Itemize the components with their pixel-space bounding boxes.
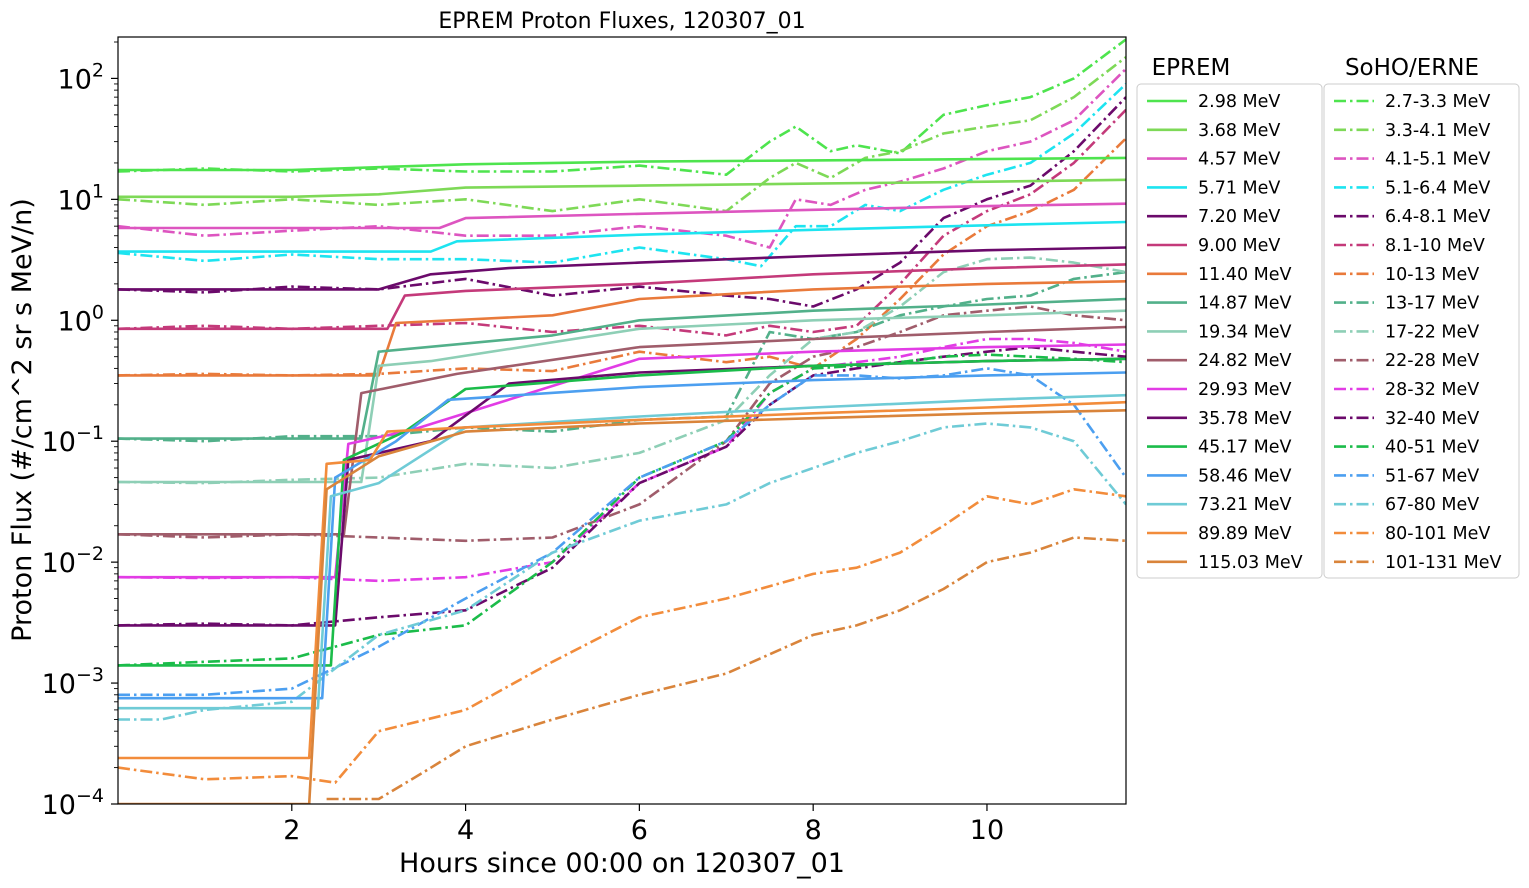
legend-entry-label: 73.21 MeV — [1198, 495, 1292, 515]
series-line-eprem-24-82-mev — [118, 325, 1126, 536]
series-line-soho-erne-80-101-mev — [118, 487, 1126, 785]
legend-entry-label: 32-40 MeV — [1385, 409, 1479, 429]
series-line-eprem-2-98-mev — [118, 156, 1126, 172]
legend-entry-label: 28-32 MeV — [1385, 380, 1479, 400]
legend-entry-label: 6.4-8.1 MeV — [1385, 207, 1490, 227]
series-line-eprem-58-46-mev — [118, 371, 1126, 700]
series-line-eprem-19-34-mev — [118, 309, 1126, 484]
legend-entry-label: 89.89 MeV — [1198, 524, 1292, 544]
y-tick-label: 100 — [58, 301, 104, 337]
y-tick-label: 102 — [58, 59, 104, 95]
series-line-soho-erne-32-40-mev — [118, 345, 1126, 627]
legend-entry-label: 35.78 MeV — [1198, 409, 1292, 429]
legend-entry-label: 2.7-3.3 MeV — [1385, 92, 1490, 112]
series-line-eprem-14-87-mev — [118, 297, 1126, 440]
series-line-eprem-5-71-mev — [118, 220, 1126, 253]
series-line-eprem-35-78-mev — [118, 357, 1126, 627]
legend-entry-label: 11.40 MeV — [1198, 265, 1292, 285]
y-axis-label: Proton Flux (#/cm^2 sr s MeV/n) — [7, 198, 38, 642]
series-line-soho-erne-22-28-mev — [118, 305, 1126, 543]
series-line-soho-erne-51-67-mev — [118, 367, 1126, 697]
legend-box — [1323, 83, 1520, 579]
legend-entry-label: 3.68 MeV — [1198, 121, 1280, 141]
legend-entry-label: 9.00 MeV — [1198, 236, 1280, 256]
x-tick-label: 2 — [283, 815, 300, 846]
x-tick-label: 8 — [805, 815, 822, 846]
series-line-soho-erne-2-7-3-3-mev — [118, 38, 1126, 176]
series-line-eprem-3-68-mev — [118, 178, 1126, 199]
legend-entry-label: 7.20 MeV — [1198, 207, 1280, 227]
series-line-eprem-89-89-mev — [118, 400, 1126, 760]
y-tick-label: 10−1 — [42, 422, 104, 458]
series-line-eprem-4-57-mev — [118, 202, 1126, 230]
series-line-eprem-45-17-mev — [118, 357, 1126, 667]
series-line-soho-erne-67-80-mev — [118, 422, 1126, 721]
legend-group: EPREM 2.98 MeV 3.68 MeV 4.57 MeV 5.71 MeV 7.2… — [1136, 55, 1520, 579]
y-tick-label: 10−4 — [42, 785, 104, 821]
legend-entry-label: 10-13 MeV — [1385, 265, 1479, 285]
series-line-soho-erne-3-3-4-1-mev — [118, 56, 1126, 213]
legend-entry-label: 8.1-10 MeV — [1385, 236, 1485, 256]
legend-entry-label: 24.82 MeV — [1198, 351, 1292, 371]
legend-entry-label: 29.93 MeV — [1198, 380, 1292, 400]
legend-entry-label: 4.1-5.1 MeV — [1385, 150, 1490, 170]
x-tick-label: 4 — [457, 815, 474, 846]
legend-entry-label: 2.98 MeV — [1198, 92, 1280, 112]
x-tick-label: 10 — [970, 815, 1004, 846]
series-line-soho-erne-28-32-mev — [118, 337, 1126, 583]
legend-entry-label: 51-67 MeV — [1385, 466, 1479, 486]
series-line-soho-erne-101-131-mev — [326, 536, 1126, 801]
y-axis-ticks: 10−4 10−3 10−2 10−1 100 101 102 — [42, 41, 118, 821]
y-tick-label: 10−3 — [42, 664, 104, 700]
legend-entry-label: 40-51 MeV — [1385, 438, 1479, 458]
legend-entry-label: 45.17 MeV — [1198, 438, 1292, 458]
y-tick-label: 101 — [58, 180, 104, 216]
x-axis-ticks: 2 4 6 8 10 — [283, 804, 1004, 846]
plot-frame — [117, 36, 1127, 805]
legend-entry-label: 17-22 MeV — [1385, 322, 1479, 342]
y-tick-label: 10−2 — [42, 543, 104, 579]
x-tick-label: 6 — [631, 815, 648, 846]
legend-entry-label: 80-101 MeV — [1385, 524, 1490, 544]
series-line-soho-erne-5-1-6-4-mev — [118, 82, 1126, 268]
series-line-soho-erne-13-17-mev — [118, 270, 1126, 443]
legend-entry-label: 115.03 MeV — [1198, 553, 1303, 573]
series-line-eprem-29-93-mev — [118, 343, 1126, 579]
legend-entry-label: 5.71 MeV — [1198, 178, 1280, 198]
legend-entry-label: 58.46 MeV — [1198, 466, 1292, 486]
legend-entry-label: 101-131 MeV — [1385, 553, 1502, 573]
legend-title: EPREM — [1152, 55, 1231, 81]
legend-box — [1136, 83, 1323, 579]
x-axis-label: Hours since 00:00 on 120307_01 — [399, 848, 845, 879]
legend-entry-label: 4.57 MeV — [1198, 150, 1280, 170]
chart-title: EPREM Proton Fluxes, 120307_01 — [438, 9, 805, 34]
series-line-eprem-9-00-mev — [118, 263, 1126, 331]
legend-entry-label: 14.87 MeV — [1198, 294, 1292, 314]
series-line-soho-erne-4-1-5-1-mev — [118, 67, 1126, 249]
legend-entry-label: 22-28 MeV — [1385, 351, 1479, 371]
legend-entry-label: 19.34 MeV — [1198, 322, 1292, 342]
plot-series-group — [118, 38, 1126, 804]
series-line-eprem-115-03-mev — [118, 409, 1126, 804]
legend-entry-label: 3.3-4.1 MeV — [1385, 121, 1490, 141]
series-line-soho-erne-40-51-mev — [118, 353, 1126, 667]
legend-entry-label: 67-80 MeV — [1385, 495, 1479, 515]
series-line-eprem-7-20-mev — [118, 246, 1126, 291]
legend-title: SoHO/ERNE — [1345, 55, 1479, 81]
legend-entry-label: 5.1-6.4 MeV — [1385, 178, 1490, 198]
series-line-eprem-73-21-mev — [118, 393, 1126, 710]
legend-entry-label: 13-17 MeV — [1385, 294, 1479, 314]
